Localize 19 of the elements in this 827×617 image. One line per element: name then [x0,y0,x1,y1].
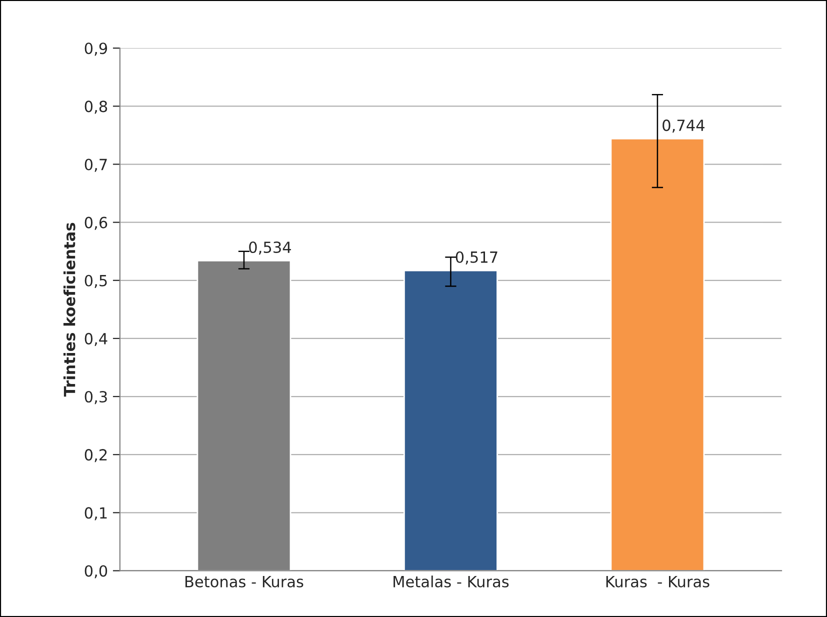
y-axis-title: Trinties koeficientas [63,222,76,397]
y-tick-label: 0,8 [84,100,108,114]
data-label: 0,744 [662,120,704,133]
y-tick-label: 0,4 [84,332,108,346]
y-tick-label: 0,6 [84,216,108,230]
data-label: 0,534 [249,241,291,255]
bar [610,138,705,571]
x-tick-label: Betonas - Kuras [185,576,304,588]
y-tick-label: 0,2 [84,449,107,462]
y-tick-label: 0,5 [84,274,107,288]
y-tick-label: 0,9 [84,42,108,56]
y-tick-label: 0,1 [84,507,107,520]
y-tick-label: 0,0 [84,565,108,578]
x-tick-label: Kuras - Kuras [606,576,710,588]
bar [404,270,498,571]
y-tick-label: 0,3 [84,390,107,404]
data-label: 0,517 [456,251,498,264]
x-tick-label: Metalas - Kuras [394,576,509,588]
y-tick-label: 0,7 [84,158,107,172]
